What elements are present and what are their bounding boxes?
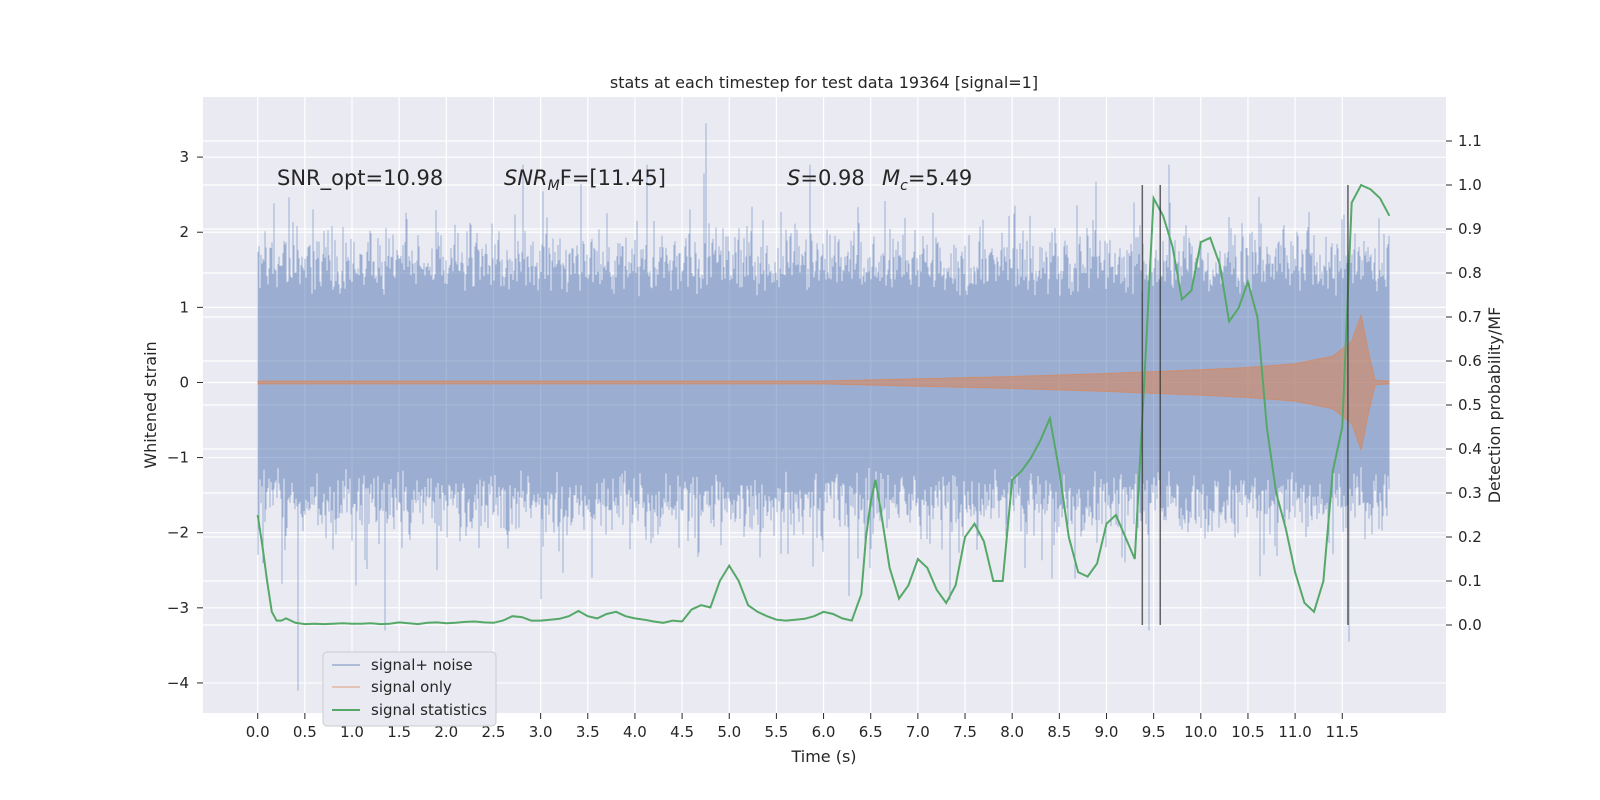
x-tick-label: 10.0 bbox=[1184, 723, 1217, 741]
y-right-tick-label: 0.0 bbox=[1458, 616, 1482, 634]
y-axis-right-ticks: 0.0 0.1 0.2 0.3 0.4 0.5 0.6 0.7 0.8 0.9 1.0 1.1 bbox=[1446, 132, 1482, 634]
signal-statistics-line bbox=[256, 183, 1391, 626]
mc-annotation: Mc=5.49 bbox=[882, 166, 972, 194]
y-right-tick-label: 0.5 bbox=[1458, 396, 1482, 414]
x-tick-label: 4.5 bbox=[670, 723, 694, 741]
y-right-tick-label: 0.4 bbox=[1458, 440, 1482, 458]
x-tick-label: 9.0 bbox=[1095, 723, 1119, 741]
y-tick-label: −1 bbox=[167, 449, 189, 467]
x-tick-label: 5.5 bbox=[764, 723, 788, 741]
s-label: S bbox=[787, 166, 800, 190]
mc-label: M bbox=[882, 166, 900, 190]
y-right-tick-label: 0.3 bbox=[1458, 484, 1482, 502]
signal-only-trace bbox=[257, 313, 1390, 452]
x-tick-label: 11.0 bbox=[1278, 723, 1311, 741]
y-axis-ticks: −4 −3 −2 −1 0 1 2 3 bbox=[167, 148, 203, 692]
snr-opt-annotation: SNR_opt=10.98 bbox=[277, 166, 443, 191]
series-signal-only bbox=[257, 313, 1390, 452]
y-tick-label: −3 bbox=[167, 599, 189, 617]
legend-box bbox=[322, 651, 497, 727]
legend-label-signal-only: signal only bbox=[371, 678, 452, 696]
snr-mf-annotation: SNRMF=[11.45] bbox=[504, 166, 666, 194]
series-signal-statistics bbox=[256, 183, 1391, 626]
y-right-tick-label: 0.2 bbox=[1458, 528, 1482, 546]
legend: signal+ noise signal only signal statist… bbox=[322, 651, 497, 727]
x-tick-label: 6.5 bbox=[859, 723, 883, 741]
y-tick-label: −4 bbox=[167, 674, 189, 692]
x-tick-label: 4.0 bbox=[623, 723, 647, 741]
y-tick-label: 0 bbox=[179, 373, 189, 391]
y-right-tick-label: 0.1 bbox=[1458, 572, 1482, 590]
x-tick-label: 10.5 bbox=[1231, 723, 1264, 741]
x-tick-label: 1.5 bbox=[387, 723, 411, 741]
y-right-tick-label: 0.7 bbox=[1458, 308, 1482, 326]
y-tick-label: 1 bbox=[179, 298, 189, 316]
snr-mf-subscript: M bbox=[548, 178, 560, 194]
x-tick-label: 11.5 bbox=[1326, 723, 1359, 741]
x-tick-label: 7.0 bbox=[906, 723, 930, 741]
mc-value: =5.49 bbox=[908, 166, 972, 190]
x-tick-label: 2.5 bbox=[482, 723, 506, 741]
y-right-tick-label: 1.0 bbox=[1458, 176, 1482, 194]
y-tick-label: 3 bbox=[179, 148, 189, 166]
y-right-tick-label: 0.6 bbox=[1458, 352, 1482, 370]
x-tick-label: 7.5 bbox=[953, 723, 977, 741]
x-tick-label: 0.0 bbox=[246, 723, 270, 741]
x-tick-label: 3.5 bbox=[576, 723, 600, 741]
mc-subscript: c bbox=[900, 178, 908, 194]
y-axis-right-label: Detection probability/MF bbox=[1485, 307, 1504, 504]
s-value: =0.98 bbox=[800, 166, 864, 190]
y-tick-label: 2 bbox=[179, 223, 189, 241]
legend-label-signal-noise: signal+ noise bbox=[371, 656, 473, 674]
s-annotation: S=0.98 bbox=[787, 166, 865, 190]
x-tick-label: 1.0 bbox=[340, 723, 364, 741]
x-axis-ticks: 0.0 0.5 1.0 1.5 2.0 2.5 3.0 3.5 4.0 4.5 5.0 5.5 6.0 6… bbox=[246, 713, 1359, 741]
x-tick-label: 0.5 bbox=[293, 723, 317, 741]
y-tick-label: −2 bbox=[167, 524, 189, 542]
y-right-tick-label: 0.8 bbox=[1458, 264, 1482, 282]
x-tick-label: 8.0 bbox=[1000, 723, 1024, 741]
snr-mf-label: SNR bbox=[504, 166, 548, 190]
snr-mf-value: F=[11.45] bbox=[560, 166, 666, 190]
y-right-tick-label: 0.9 bbox=[1458, 220, 1482, 238]
x-tick-label: 9.5 bbox=[1142, 723, 1166, 741]
x-tick-label: 3.0 bbox=[529, 723, 553, 741]
x-tick-label: 5.0 bbox=[717, 723, 741, 741]
chart-title: stats at each timestep for test data 193… bbox=[610, 73, 1038, 92]
y-right-tick-label: 1.1 bbox=[1458, 132, 1482, 150]
x-tick-label: 6.0 bbox=[812, 723, 836, 741]
y-axis-label: Whitened strain bbox=[141, 341, 160, 468]
detection-markers bbox=[1141, 185, 1349, 625]
x-tick-label: 8.5 bbox=[1047, 723, 1071, 741]
legend-label-signal-statistics: signal statistics bbox=[371, 701, 487, 719]
x-axis-label: Time (s) bbox=[790, 747, 856, 766]
x-tick-label: 2.0 bbox=[434, 723, 458, 741]
